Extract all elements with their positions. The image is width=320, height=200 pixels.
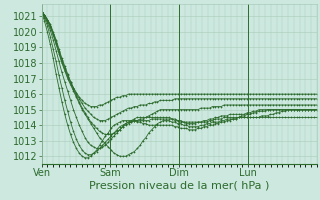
- X-axis label: Pression niveau de la mer( hPa ): Pression niveau de la mer( hPa ): [89, 181, 269, 191]
